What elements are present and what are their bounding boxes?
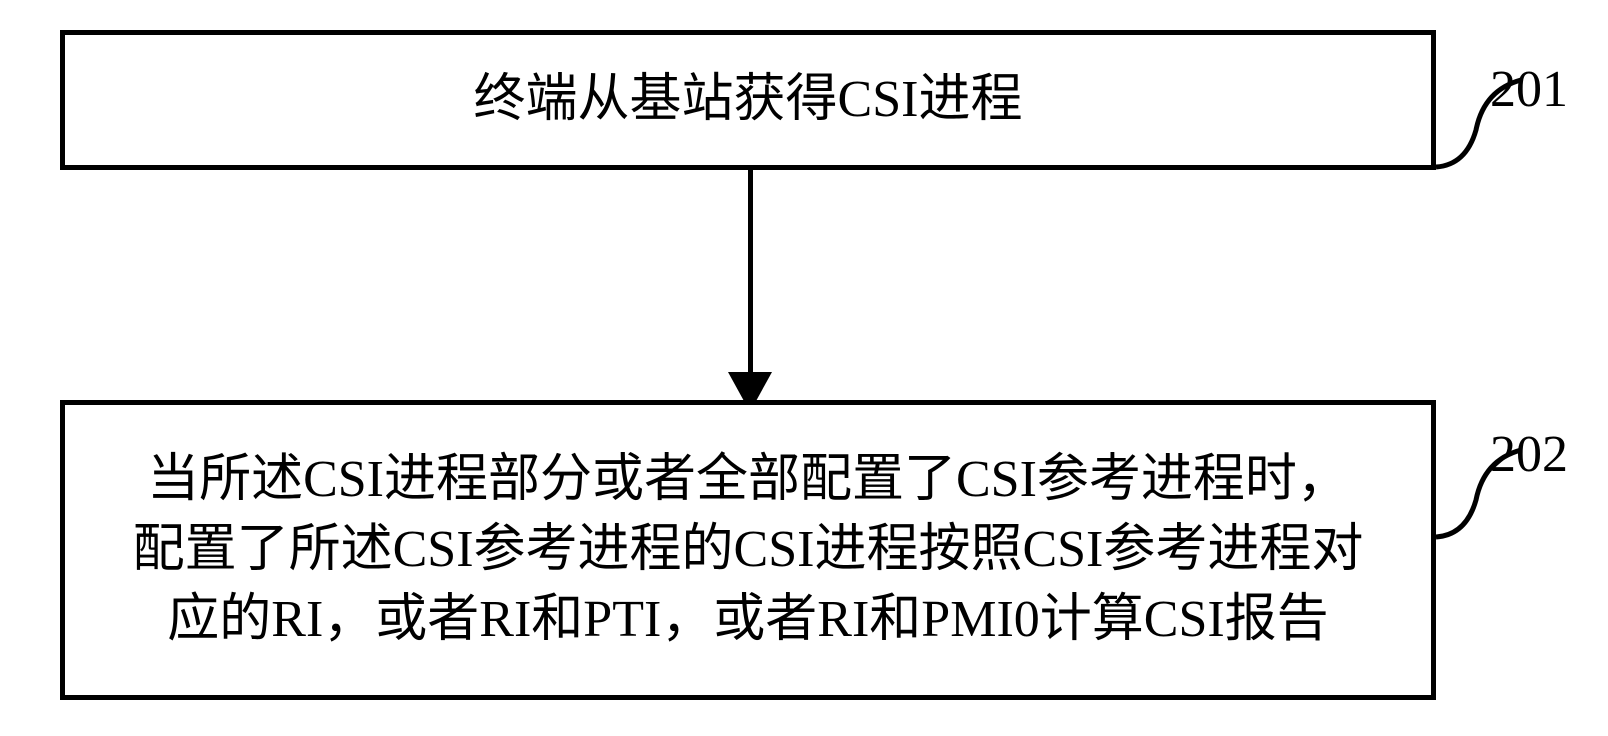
step-label-1: 201 — [1490, 60, 1568, 119]
flowchart-box-2: 当所述CSI进程部分或者全部配置了CSI参考进程时， 配置了所述CSI参考进程的… — [60, 400, 1436, 700]
box-2-line-2: 配置了所述CSI参考进程的CSI进程按照CSI参考进程对 — [133, 521, 1364, 578]
step-label-2: 202 — [1490, 425, 1568, 484]
box-2-text: 当所述CSI进程部分或者全部配置了CSI参考进程时， 配置了所述CSI参考进程的… — [133, 445, 1364, 656]
flowchart-box-1: 终端从基站获得CSI进程 — [60, 30, 1436, 170]
box-2-line-3: 应的RI，或者RI和PTI，或者RI和PMI0计算CSI报告 — [167, 591, 1328, 648]
box-1-text: 终端从基站获得CSI进程 — [474, 65, 1023, 135]
arrow-line — [748, 170, 753, 400]
flowchart-container: 终端从基站获得CSI进程 201 当所述CSI进程部分或者全部配置了CSI参考进… — [0, 0, 1608, 736]
box-2-line-1: 当所述CSI进程部分或者全部配置了CSI参考进程时， — [147, 451, 1349, 508]
